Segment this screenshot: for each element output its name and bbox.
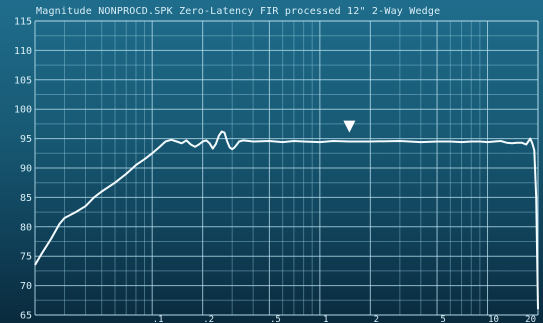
y-tick-label: 95 [20, 134, 32, 145]
y-tick-label: 65 [20, 311, 32, 322]
x-tick-label: .5 [270, 315, 281, 323]
y-tick-label: 80 [20, 222, 32, 233]
x-tick-label: 10 [488, 315, 499, 323]
y-tick-label: 105 [14, 75, 32, 86]
x-tick-label: .2 [203, 315, 214, 323]
y-tick-label: 100 [14, 105, 32, 116]
y-tick-label: 75 [20, 252, 32, 263]
chart-title: Magnitude NONPROCD.SPK Zero-Latency FIR … [36, 6, 440, 17]
x-tick-label: .1 [153, 315, 164, 323]
grid [34, 20, 539, 316]
marker-triangle [343, 120, 356, 133]
y-tick-label: 85 [20, 193, 32, 204]
y-axis-ticks: 65 70 75 80 85 90 95 100 105 110 115 [14, 17, 32, 322]
x-tick-label: 1 [323, 315, 328, 323]
x-axis-ticks: .1 .2 .5 1 2 5 10 20 [153, 315, 536, 323]
magnitude-curve [34, 130, 539, 310]
y-tick-label: 70 [20, 281, 32, 292]
y-tick-label: 115 [14, 17, 32, 28]
x-tick-label: 2 [374, 315, 379, 323]
y-tick-label: 110 [14, 46, 32, 57]
x-tick-label: 20 [525, 315, 536, 323]
y-tick-label: 90 [20, 164, 32, 175]
x-tick-label: 5 [440, 315, 445, 323]
